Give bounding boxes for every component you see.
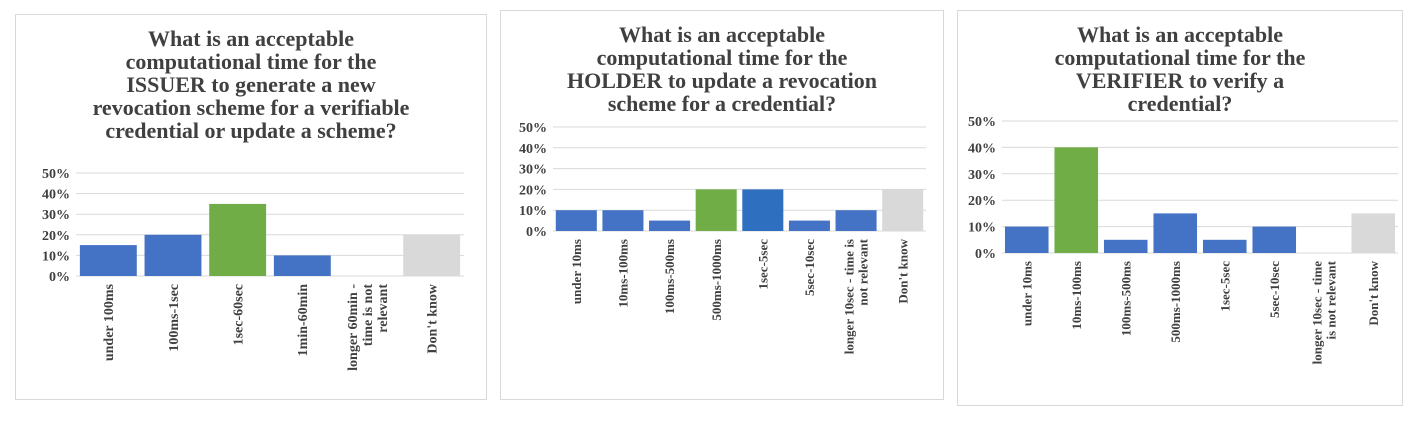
x-tick-label: longer 10sec - time isnot relevant xyxy=(842,238,871,354)
chart-title-line: credential or update a scheme? xyxy=(105,118,397,143)
y-tick-label: 40% xyxy=(968,141,996,156)
chart-panel-holder: What is an acceptable computational time… xyxy=(500,10,944,400)
x-tick-label: longer 60min -time is notrelevant xyxy=(346,284,391,371)
x-tick-label: Don't know xyxy=(426,283,441,354)
y-tick-label: 10% xyxy=(519,204,547,219)
bar xyxy=(1153,213,1198,253)
chart-title-line: scheme for a credential? xyxy=(607,91,837,116)
chart-title-line: credential? xyxy=(1127,91,1233,116)
y-tick-label: 30% xyxy=(42,208,70,223)
chart-title-line: computational time for the xyxy=(1054,45,1306,70)
chart-title-line: computational time for the xyxy=(596,45,848,70)
bar xyxy=(602,210,644,231)
chart-title-line: What is an acceptable xyxy=(148,26,354,51)
bar-chart-holder: 0% 10% 20% 30% 40% 50% under 10ms 10ms-100ms 100… xyxy=(519,121,926,354)
bar xyxy=(209,203,267,276)
chart-title-line: computational time for the xyxy=(125,49,377,74)
bar-chart-verifier: 0% 10% 20% 30% 40% 50% under 10ms 10ms-100ms 100… xyxy=(968,115,1398,364)
chart-title-line: VERIFIER to verify a xyxy=(1075,68,1285,93)
x-tick-label: 1sec-5sec xyxy=(1217,261,1232,312)
y-tick-label: 30% xyxy=(519,163,547,178)
bar xyxy=(273,255,331,276)
bar xyxy=(1351,213,1396,253)
x-tick-label: 1sec-60sec xyxy=(232,284,247,345)
chart-title-line: revocation scheme for a verifiable xyxy=(92,95,410,120)
bar xyxy=(1004,226,1049,253)
x-tick-label: 100ms-500ms xyxy=(662,239,677,314)
bar xyxy=(79,245,137,276)
chart-title: What is an acceptable computational time… xyxy=(958,23,1402,115)
y-tick-label: 40% xyxy=(519,142,547,157)
bar xyxy=(1103,239,1148,253)
x-tick-label: 10ms-100ms xyxy=(615,239,630,308)
x-tick-label: 500ms-1000ms xyxy=(709,239,724,321)
chart-panel-issuer: What is an acceptable computational time… xyxy=(15,14,487,400)
bar xyxy=(1202,239,1247,253)
chart-title: What is an acceptable computational time… xyxy=(501,23,943,115)
chart-title-line: What is an acceptable xyxy=(619,22,825,47)
y-tick-label: 20% xyxy=(968,194,996,209)
bar xyxy=(788,220,830,231)
chart-title-line: What is an acceptable xyxy=(1077,22,1283,47)
y-tick-label: 0% xyxy=(975,247,996,262)
bar-chart-issuer: 0% 10% 20% 30% 40% 50% under 100ms 100ms-1sec 1s… xyxy=(42,167,464,371)
x-tick-label: 1sec-5sec xyxy=(755,239,770,290)
bar xyxy=(835,210,877,231)
y-tick-label: 10% xyxy=(968,221,996,236)
x-tick-label: 500ms-1000ms xyxy=(1168,261,1183,343)
x-tick-label: Don't know xyxy=(1366,260,1381,325)
x-tick-label: 5sec-10sec xyxy=(1267,261,1282,318)
x-tick-label: under 10ms xyxy=(1019,261,1034,326)
bar xyxy=(1054,147,1099,253)
y-tick-label: 20% xyxy=(519,183,547,198)
x-tick-label: under 10ms xyxy=(569,239,584,304)
x-tick-label: 5sec-10sec xyxy=(802,239,817,296)
bar xyxy=(742,189,784,231)
x-tick-label: 1min-60min xyxy=(296,284,311,357)
chart-panel-verifier: What is an acceptable computational time… xyxy=(957,10,1403,406)
y-tick-label: 10% xyxy=(42,249,70,264)
bar xyxy=(555,210,597,231)
bar xyxy=(1252,226,1297,253)
bar xyxy=(649,220,691,231)
y-tick-label: 50% xyxy=(42,167,70,182)
y-tick-label: 20% xyxy=(42,229,70,244)
bar xyxy=(882,189,924,231)
bar xyxy=(144,234,202,276)
chart-title-line: ISSUER to generate a new xyxy=(126,72,376,97)
x-tick-label: 10ms-100ms xyxy=(1069,261,1084,330)
bar xyxy=(403,234,461,276)
chart-title: What is an acceptable computational time… xyxy=(16,27,486,142)
x-tick-label: longer 10sec - timeis not relevant xyxy=(1309,260,1338,364)
y-tick-label: 0% xyxy=(526,225,547,240)
y-tick-label: 30% xyxy=(968,168,996,183)
x-tick-label: under 100ms xyxy=(102,283,117,361)
bar xyxy=(695,189,737,231)
x-tick-label: 100ms-500ms xyxy=(1118,261,1133,336)
y-tick-label: 40% xyxy=(42,188,70,203)
chart-title-line: HOLDER to update a revocation xyxy=(566,68,878,93)
y-tick-label: 50% xyxy=(968,115,996,130)
y-tick-label: 0% xyxy=(49,270,70,285)
y-tick-label: 50% xyxy=(519,121,547,136)
x-tick-label: Don't know xyxy=(895,238,910,303)
x-tick-label: 100ms-1sec xyxy=(167,284,182,352)
